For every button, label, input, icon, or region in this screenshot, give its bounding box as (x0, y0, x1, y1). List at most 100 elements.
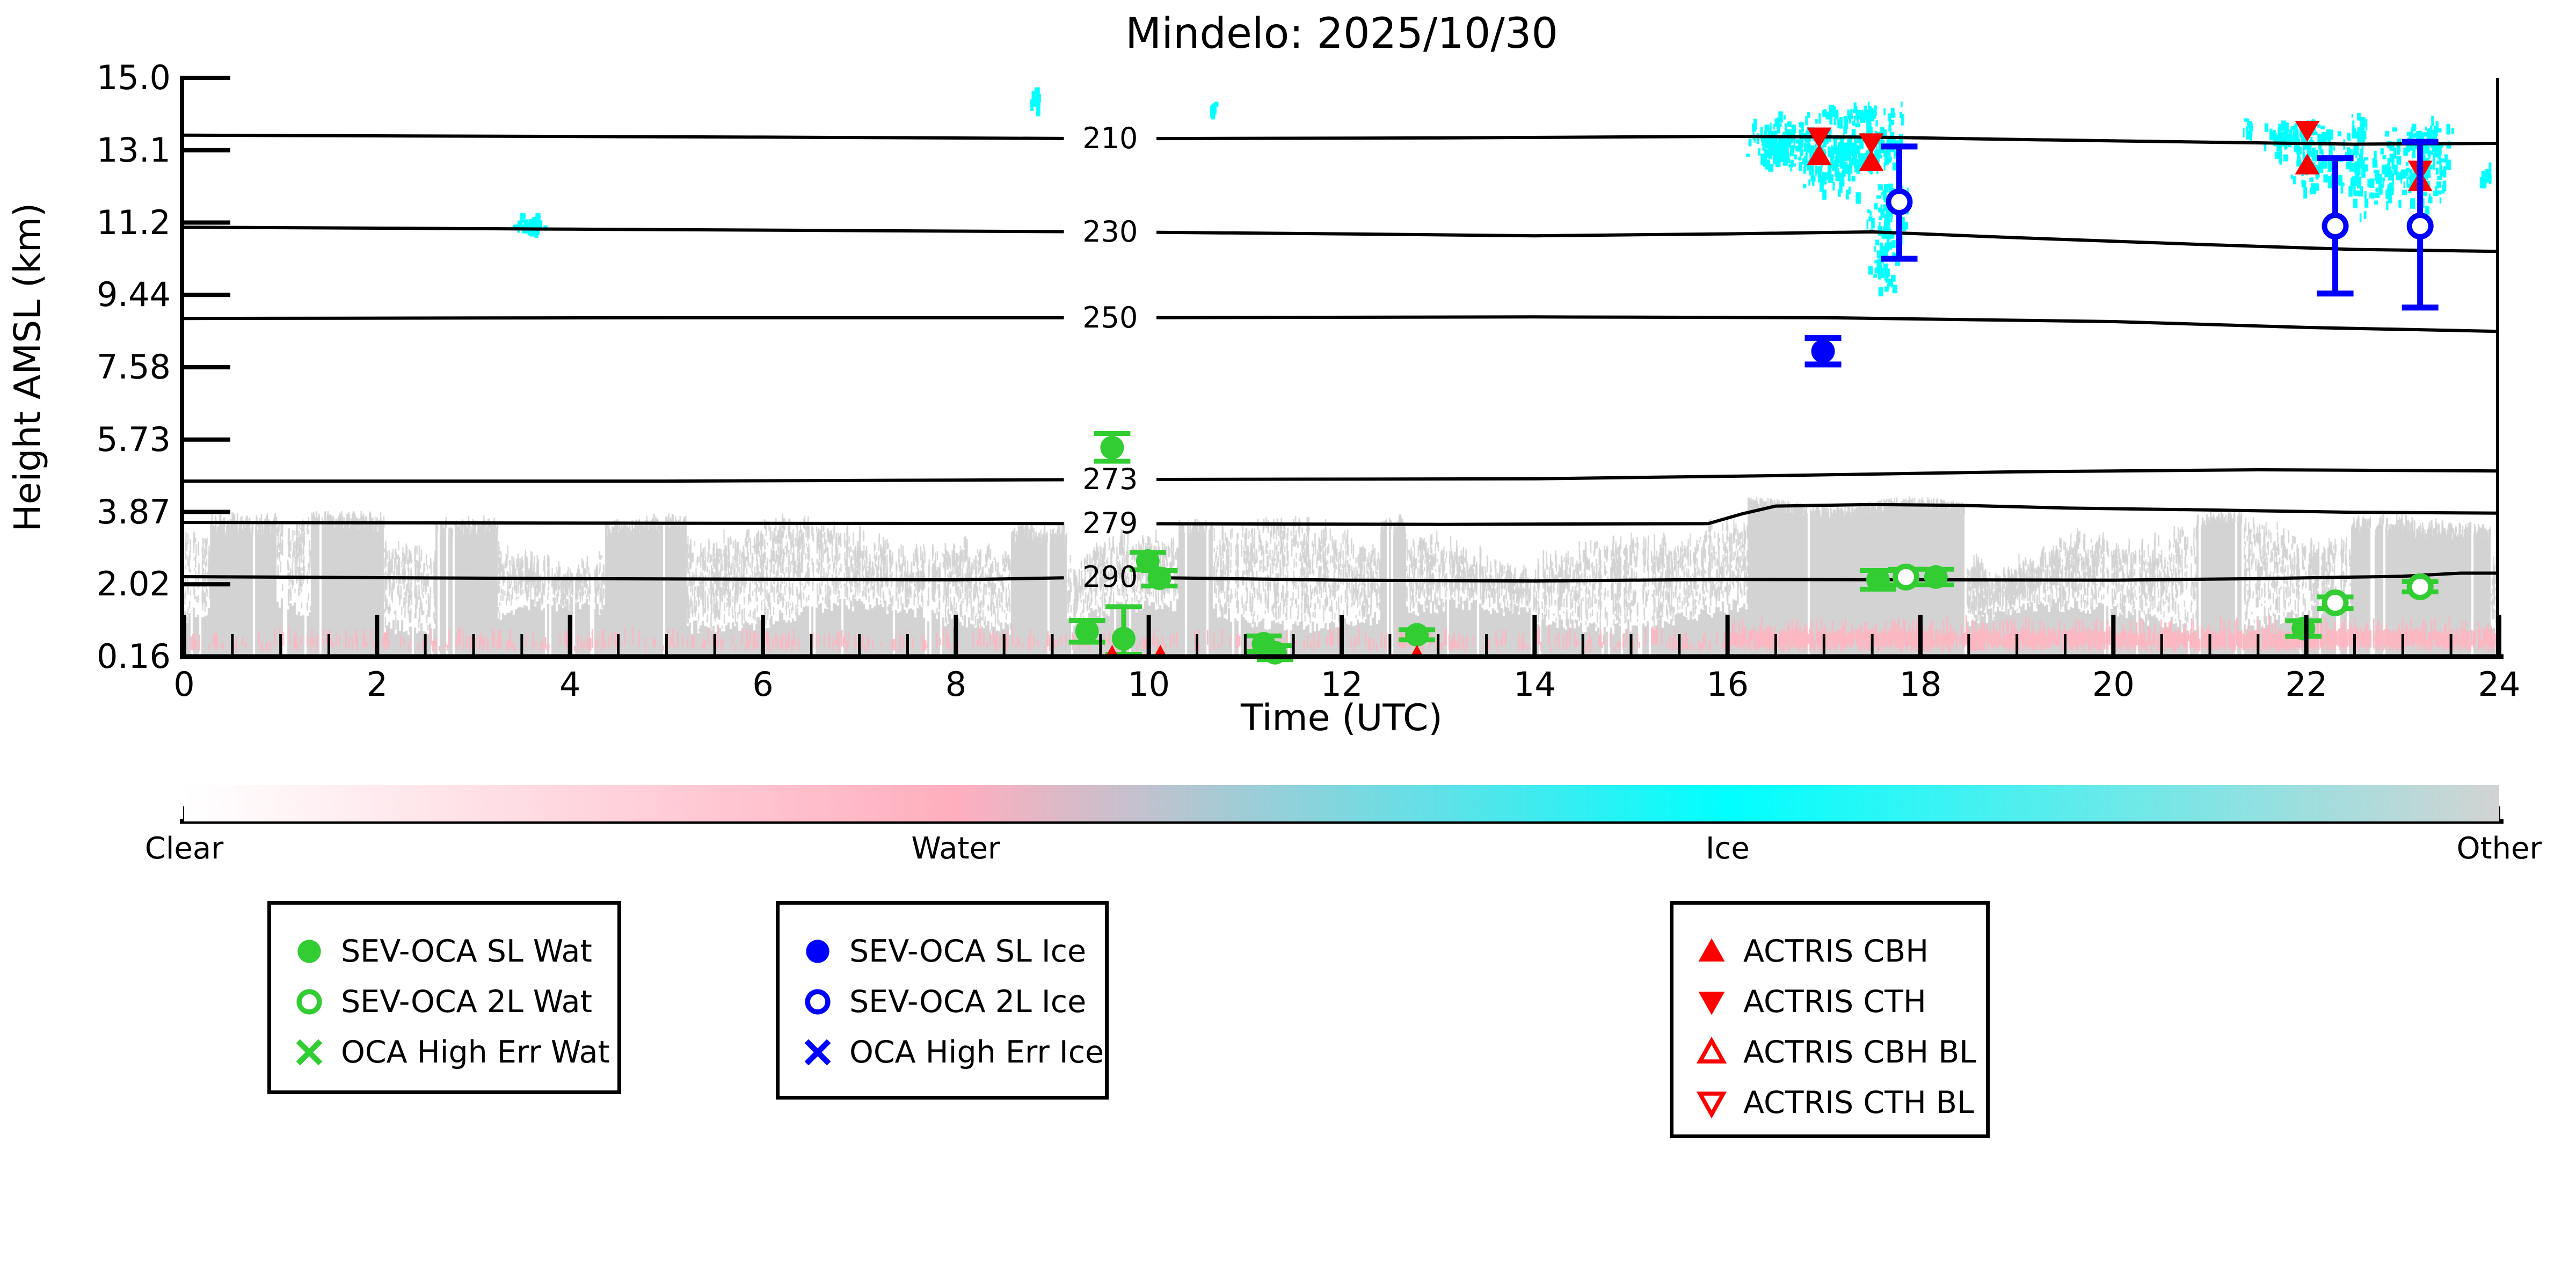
y-tick-label: 11.2 (96, 202, 171, 242)
x-tick-label: 8 (945, 665, 967, 704)
x-tick-label: 2 (366, 665, 388, 704)
marker-sev-oca-sl-wat (1111, 627, 1136, 651)
x-tick-label: 10 (1127, 665, 1170, 704)
contour-210 (1156, 134, 2500, 146)
contour-label-279: 279 (1082, 506, 1138, 541)
marker-sev-oca-sl-wat (1136, 549, 1160, 573)
contour-250 (1156, 315, 2500, 333)
contour-273 (184, 478, 1064, 483)
contour-210 (184, 133, 1064, 140)
legend-entry-label: SEV-OCA SL Ice (849, 934, 1087, 969)
circle-filled-icon (297, 940, 321, 963)
colorbar-label-clear: Clear (144, 831, 224, 866)
marker-sev-oca-sl-wat (1075, 619, 1099, 643)
legend-entry: SEV-OCA SL Ice (780, 926, 1105, 977)
y-tick-label: 9.44 (96, 275, 171, 315)
circle-open-icon (296, 989, 322, 1015)
y-tick-label: 3.87 (96, 492, 171, 532)
tri-down-filled-icon (1698, 992, 1725, 1015)
x-tick-label: 22 (2285, 665, 2328, 704)
y-tick-label: 7.58 (96, 347, 171, 387)
contour-290 (1156, 571, 2499, 583)
legend-entry: ACTRIS CTH BL (1673, 1078, 1986, 1128)
circle-open-icon (805, 989, 831, 1015)
marker-sev-oca-sl-wat (1924, 565, 1948, 589)
marker-actris-cbh (2295, 153, 2320, 174)
legend-water: SEV-OCA SL Wat SEV-OCA 2L Wat OCA High Err… (267, 901, 621, 1094)
contour-279 (1156, 503, 2500, 526)
marker-sev-oca-2l-wat (2322, 589, 2349, 616)
legend-entry-label: OCA High Err Wat (341, 1035, 610, 1070)
contour-279 (184, 521, 1064, 526)
marker-actris-cbh (1859, 150, 1884, 171)
legend-entry: ACTRIS CBH BL (1673, 1027, 1986, 1078)
marker-sev-oca-sl-wat (1866, 567, 1890, 592)
tri-up-filled-icon (1698, 938, 1725, 962)
marker-sev-oca-sl-wat (2291, 616, 2316, 641)
x-tick-label: 0 (173, 665, 195, 704)
marker-actris-cth (1859, 133, 1884, 155)
colorbar-label-water: Water (911, 831, 1000, 866)
y-tick-label: 0.16 (96, 637, 171, 676)
tri-up-open-icon (1696, 1036, 1727, 1064)
x-tick-label: 24 (2478, 665, 2521, 704)
x-tick-label: 18 (1899, 665, 1942, 704)
y-tick-label: 5.73 (96, 419, 171, 459)
x-tick-label: 14 (1513, 665, 1556, 704)
marker-sev-oca-2l-wat (1893, 563, 1920, 591)
marker-sev-oca-2l-ice (2406, 213, 2434, 240)
y-tick-label: 13.1 (96, 130, 171, 170)
legend-entry: SEV-OCA SL Wat (271, 926, 617, 977)
marker-sev-oca-sl-wat (1147, 566, 1171, 590)
colorbar (184, 785, 2499, 821)
x-tick-label: 4 (559, 665, 581, 704)
legend-ice: SEV-OCA SL Ice SEV-OCA 2L Ice OCA High Err… (776, 901, 1109, 1100)
x-tick-label: 20 (2092, 665, 2135, 704)
legend-entry-label: ACTRIS CBH BL (1743, 1035, 1977, 1070)
contour-290 (184, 575, 1064, 581)
contour-230 (184, 225, 1064, 234)
marker-sev-oca-sl-ice (1811, 339, 1835, 363)
contour-label-290: 290 (1082, 559, 1138, 594)
contour-label-273: 273 (1082, 462, 1138, 497)
chart-title: Mindelo: 2025/10/30 (1125, 10, 1558, 58)
contour-250 (184, 316, 1064, 321)
legend-entry: ACTRIS CTH (1673, 977, 1986, 1027)
contour-230 (1156, 230, 2500, 253)
marker-sev-oca-sl-wat (1263, 641, 1287, 665)
legend-entry-label: SEV-OCA SL Wat (341, 934, 592, 969)
legend-entry: SEV-OCA 2L Wat (271, 977, 617, 1027)
legend-entry-label: ACTRIS CBH (1743, 934, 1929, 969)
colorbar-label-other: Other (2456, 831, 2542, 866)
marker-sev-oca-2l-ice (1886, 188, 1913, 215)
y-tick-label: 15.0 (96, 58, 171, 97)
y-tick-label: 2.02 (96, 564, 171, 604)
colorbar-label-ice: Ice (1705, 831, 1750, 866)
legend-entry-label: SEV-OCA 2L Wat (341, 984, 592, 1020)
x-tick-label: 12 (1320, 665, 1363, 704)
legend-entry-label: SEV-OCA 2L Ice (849, 984, 1087, 1020)
x-tick-label: 6 (752, 665, 774, 704)
marker-sev-oca-2l-ice (2322, 213, 2349, 240)
x-axis-label: Time (UTC) (1241, 697, 1443, 739)
marker-sev-oca-sl-wat (1405, 623, 1429, 647)
legend-entry-label: ACTRIS CTH BL (1743, 1085, 1974, 1120)
legend-entry: SEV-OCA 2L Ice (780, 977, 1105, 1027)
marker-actris-cth (2295, 121, 2320, 142)
cloud-mask-canvas (184, 78, 2499, 657)
legend-entry: OCA High Err Wat (271, 1027, 617, 1078)
contour-label-230: 230 (1082, 214, 1138, 249)
marker-actris-cth (1807, 127, 1832, 149)
x-icon (804, 1039, 831, 1066)
legend-entry: ACTRIS CBH (1673, 926, 1986, 977)
legend-entry: OCA High Err Ice (780, 1027, 1105, 1078)
contour-273 (1156, 468, 2500, 481)
marker-sev-oca-sl-wat (1100, 435, 1124, 460)
marker-sev-oca-2l-wat (2406, 573, 2434, 600)
tri-down-open-icon (1696, 1091, 1727, 1119)
contour-label-250: 250 (1082, 300, 1138, 334)
x-icon (296, 1039, 323, 1066)
circle-filled-icon (806, 940, 829, 963)
